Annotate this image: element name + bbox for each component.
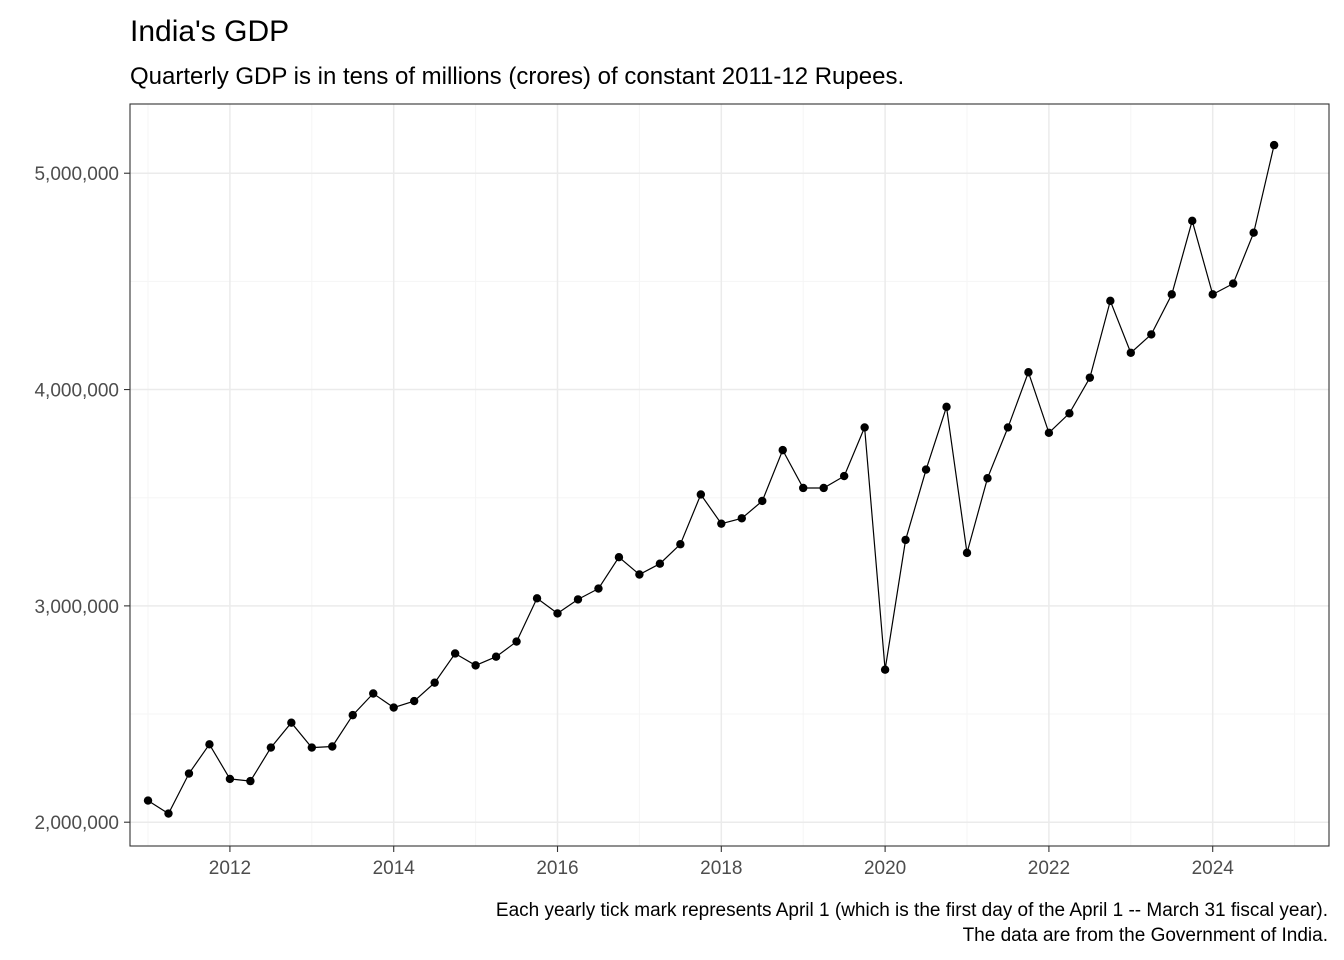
data-point bbox=[164, 809, 173, 818]
data-point bbox=[1269, 140, 1279, 150]
panel-border bbox=[129, 103, 1330, 847]
data-point bbox=[1106, 296, 1115, 306]
data-point bbox=[553, 609, 562, 618]
data-point bbox=[983, 474, 992, 483]
data-point bbox=[839, 471, 849, 481]
data-point bbox=[532, 594, 542, 603]
data-point bbox=[184, 769, 194, 778]
data-point bbox=[1003, 423, 1013, 432]
data-point bbox=[143, 796, 153, 805]
data-point bbox=[369, 689, 378, 698]
data-point bbox=[491, 652, 501, 661]
data-point bbox=[430, 678, 439, 687]
data-point bbox=[225, 774, 235, 784]
data-point bbox=[409, 696, 419, 706]
data-point bbox=[860, 423, 869, 432]
data-point bbox=[246, 776, 255, 786]
data-point bbox=[1085, 373, 1095, 382]
data-point bbox=[819, 483, 828, 493]
data-point bbox=[799, 483, 808, 493]
data-point bbox=[696, 490, 706, 499]
grid-lines bbox=[130, 104, 1329, 846]
data-point bbox=[655, 559, 665, 568]
data-point bbox=[266, 743, 276, 752]
x-tick-label: 2014 bbox=[373, 858, 416, 879]
data-point bbox=[471, 661, 480, 670]
y-tick-label: 4,000,000 bbox=[34, 381, 119, 402]
data-point bbox=[205, 740, 214, 749]
data-point bbox=[573, 595, 583, 604]
chart-title: India's GDP bbox=[130, 15, 289, 48]
panel-background bbox=[130, 104, 1329, 846]
data-point bbox=[942, 402, 951, 412]
data-point bbox=[512, 637, 521, 646]
data-point bbox=[880, 665, 890, 674]
y-tick-label: 5,000,000 bbox=[34, 164, 119, 185]
x-tick-label: 2024 bbox=[1192, 858, 1235, 879]
data-point bbox=[635, 570, 644, 579]
data-point bbox=[1249, 228, 1258, 237]
data-point bbox=[1126, 348, 1136, 357]
data-point bbox=[307, 743, 317, 752]
data-points bbox=[143, 140, 1279, 818]
data-point bbox=[594, 584, 603, 593]
data-point bbox=[614, 553, 624, 562]
data-point bbox=[328, 742, 337, 751]
data-point bbox=[1208, 290, 1217, 299]
data-point bbox=[962, 548, 972, 558]
gdp-line bbox=[147, 144, 1275, 815]
data-point bbox=[717, 519, 726, 528]
chart-subtitle: Quarterly GDP is in tens of millions (cr… bbox=[130, 63, 904, 90]
data-point bbox=[1228, 279, 1238, 288]
x-axis: 2012 2014 2016 2018 2020 2022 2024 bbox=[209, 846, 1234, 879]
caption-line-1: Each yearly tick mark represents April 1… bbox=[496, 900, 1328, 921]
data-point bbox=[450, 649, 460, 658]
y-axis: 2,000,000 3,000,000 4,000,000 5,000,000 bbox=[34, 164, 130, 834]
data-point bbox=[287, 718, 296, 727]
x-tick-label: 2022 bbox=[1028, 858, 1070, 879]
data-point bbox=[389, 703, 398, 712]
data-point bbox=[1044, 428, 1054, 438]
data-point bbox=[737, 514, 746, 523]
data-point bbox=[758, 496, 767, 506]
data-point bbox=[348, 710, 357, 720]
x-tick-label: 2018 bbox=[700, 858, 742, 879]
data-point bbox=[901, 535, 910, 545]
plot-panel bbox=[129, 103, 1330, 847]
x-tick-label: 2016 bbox=[536, 858, 578, 879]
series-line bbox=[147, 144, 1275, 815]
data-point bbox=[778, 445, 787, 455]
x-tick-label: 2012 bbox=[209, 858, 251, 879]
x-tick-label: 2020 bbox=[864, 858, 906, 879]
data-point bbox=[1188, 216, 1197, 226]
y-tick-label: 2,000,000 bbox=[34, 813, 119, 834]
data-point bbox=[1147, 330, 1156, 339]
data-point bbox=[1167, 290, 1176, 299]
y-tick-label: 3,000,000 bbox=[34, 597, 119, 618]
data-point bbox=[1024, 368, 1033, 377]
caption-line-2: The data are from the Government of Indi… bbox=[963, 925, 1328, 946]
data-point bbox=[1065, 409, 1074, 418]
data-point bbox=[676, 540, 685, 549]
data-point bbox=[921, 465, 931, 474]
